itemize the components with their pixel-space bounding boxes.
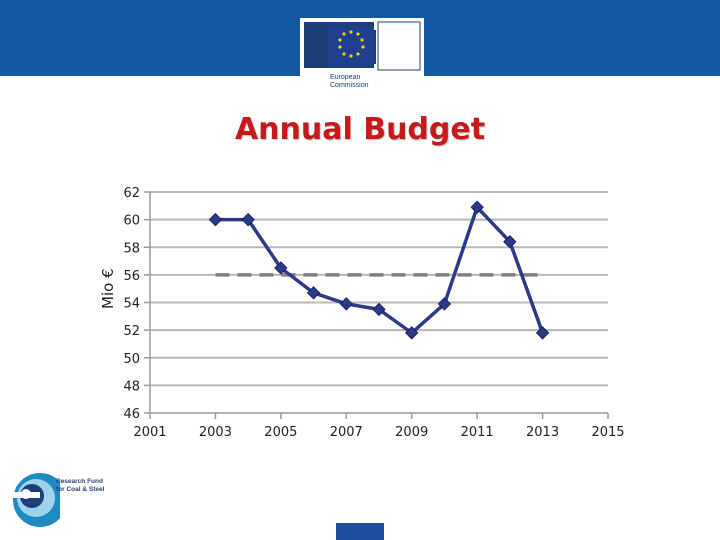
ec-logo-line1: European [330,74,361,81]
data-point-2009 [405,326,419,340]
y-tick-label-48: 48 [123,379,140,394]
data-point-2007 [339,297,353,311]
ec-logo-text: European Commission [330,74,390,90]
data-point-2013 [535,326,550,340]
x-tick-label-2013: 2013 [526,425,559,440]
y-tick-label-62: 62 [123,186,140,201]
x-tick-label-2007: 2007 [330,425,363,440]
data-point-2008 [372,302,386,317]
y-axis-label: Mio € [99,268,117,309]
research-fund-logo [10,472,110,528]
y-tick-label-52: 52 [123,324,140,339]
research-fund-line2: for Coal & Steel [56,486,105,493]
research-fund-emblem-icon [12,473,67,527]
y-tick-label-54: 54 [123,297,140,312]
x-tick-label-2005: 2005 [264,425,297,440]
european-commission-logo: European Commission [300,18,424,100]
data-point-2005 [274,261,288,275]
tick-labels: 46 48 50 52 54 56 58 60 62 2001 2003 2005 2007 2009 20… [99,186,625,440]
axes [144,191,609,419]
eu-stars-icon [338,30,365,58]
y-tick-label-46: 46 [123,407,140,422]
research-fund-line1: Research Fund [56,478,103,485]
y-tick-label-50: 50 [123,352,140,367]
data-point-2004 [241,212,255,227]
berlaymont-building-icon [304,19,421,71]
x-tick-label-2001: 2001 [133,425,166,440]
y-tick-label-56: 56 [123,269,140,284]
data-point-2003 [208,212,223,227]
x-tick-label-2015: 2015 [591,425,624,440]
series-group [208,200,550,340]
data-point-2010 [437,297,452,311]
y-tick-label-58: 58 [123,241,140,256]
chart-title: Annual Budget [234,112,486,147]
footer-tab [336,523,384,540]
research-fund-text: Research Fund for Coal & Steel [56,478,116,494]
data-point-2011 [470,200,484,214]
y-tick-label-60: 60 [123,214,140,229]
x-tick-label-2011: 2011 [461,425,494,440]
x-tick-label-2009: 2009 [395,425,428,440]
data-point-2012 [503,235,517,249]
ec-logo-line2: Commission [330,82,369,89]
x-tick-label-2003: 2003 [199,425,232,440]
data-point-2006 [306,286,321,300]
